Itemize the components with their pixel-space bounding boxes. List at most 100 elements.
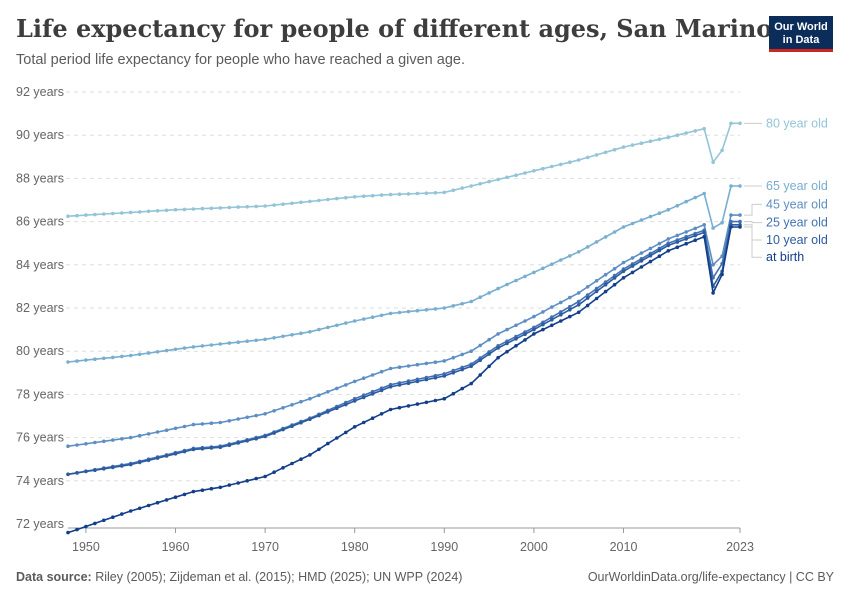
data-point xyxy=(406,309,411,314)
y-tick-label: 76 years xyxy=(16,431,64,445)
data-point xyxy=(281,427,285,432)
data-point xyxy=(639,141,644,145)
data-point xyxy=(675,240,680,244)
data-point xyxy=(370,193,375,198)
data-point xyxy=(281,466,285,470)
series-label: at birth xyxy=(766,250,804,264)
data-point xyxy=(111,355,115,360)
data-point xyxy=(469,184,474,188)
data-point xyxy=(568,304,572,309)
data-point xyxy=(612,266,617,271)
data-point xyxy=(263,337,267,342)
data-point xyxy=(245,439,249,443)
y-tick-label: 90 years xyxy=(16,128,64,142)
data-point xyxy=(496,355,500,360)
data-point xyxy=(550,305,554,309)
data-point xyxy=(93,357,97,362)
data-point xyxy=(137,506,142,511)
data-point xyxy=(657,241,662,246)
data-point xyxy=(290,201,294,206)
data-point xyxy=(272,203,276,207)
data-point xyxy=(388,366,393,371)
source-url-link[interactable]: OurWorldinData.org/life-expectancy | CC … xyxy=(587,570,834,584)
data-point xyxy=(227,205,232,210)
data-point xyxy=(550,164,554,169)
data-point xyxy=(281,202,285,206)
data-point xyxy=(585,303,590,308)
data-point xyxy=(397,365,402,370)
data-point xyxy=(702,223,706,227)
data-point xyxy=(120,354,124,359)
data-point xyxy=(576,303,581,307)
data-point xyxy=(191,447,196,452)
data-point xyxy=(182,424,187,429)
data-point xyxy=(397,405,402,410)
data-point xyxy=(335,196,339,201)
data-point xyxy=(442,374,447,378)
data-point xyxy=(335,323,339,328)
data-point xyxy=(406,364,411,368)
data-point xyxy=(317,393,321,398)
data-point xyxy=(738,184,742,188)
data-point xyxy=(317,413,321,418)
data-point xyxy=(84,469,88,474)
data-point xyxy=(639,218,644,222)
data-point xyxy=(693,129,697,133)
data-point xyxy=(397,192,402,196)
data-point xyxy=(218,445,223,450)
data-point xyxy=(236,417,240,421)
data-point xyxy=(666,135,671,140)
footer: Data source: Riley (2005); Zijdeman et a… xyxy=(16,570,834,584)
data-point xyxy=(496,286,500,291)
data-point xyxy=(451,304,456,308)
data-point xyxy=(227,341,232,345)
data-point xyxy=(352,379,357,384)
data-point xyxy=(675,133,680,137)
data-point xyxy=(576,158,581,162)
series-label: 25 year old xyxy=(766,216,828,230)
data-point xyxy=(576,250,581,254)
data-point xyxy=(424,361,429,366)
data-point xyxy=(254,338,258,343)
data-point xyxy=(352,425,357,429)
data-point xyxy=(75,443,79,447)
data-point xyxy=(370,315,375,320)
owid-logo[interactable]: Our World in Data xyxy=(769,16,833,52)
data-point xyxy=(630,143,635,147)
data-point xyxy=(155,209,160,213)
series-line xyxy=(67,220,740,476)
data-point xyxy=(326,410,330,414)
data-point xyxy=(469,364,474,369)
data-point xyxy=(648,259,653,264)
data-point xyxy=(335,406,339,411)
data-point xyxy=(424,400,429,405)
data-point xyxy=(102,212,106,216)
data-point xyxy=(603,282,608,287)
data-point xyxy=(227,419,232,423)
data-point xyxy=(388,311,393,316)
chart-subtitle: Total period life expectancy for people … xyxy=(16,52,465,68)
data-point xyxy=(370,373,375,377)
data-point xyxy=(317,447,321,452)
data-point xyxy=(84,524,88,529)
data-point xyxy=(173,495,178,500)
data-point xyxy=(245,205,249,209)
data-point xyxy=(182,207,187,212)
data-point xyxy=(128,509,133,513)
series-line xyxy=(67,185,740,363)
data-point xyxy=(514,337,518,341)
series-line xyxy=(67,214,740,447)
data-point xyxy=(532,169,536,173)
data-point xyxy=(200,422,205,426)
data-point xyxy=(621,260,626,265)
data-point xyxy=(648,246,653,251)
data-point xyxy=(335,386,339,391)
data-point xyxy=(397,383,402,387)
data-point xyxy=(532,314,536,319)
data-point xyxy=(200,447,205,451)
data-point xyxy=(326,441,330,446)
data-point xyxy=(487,179,491,184)
data-point xyxy=(75,471,79,475)
data-point xyxy=(505,327,509,332)
data-point xyxy=(585,296,590,300)
